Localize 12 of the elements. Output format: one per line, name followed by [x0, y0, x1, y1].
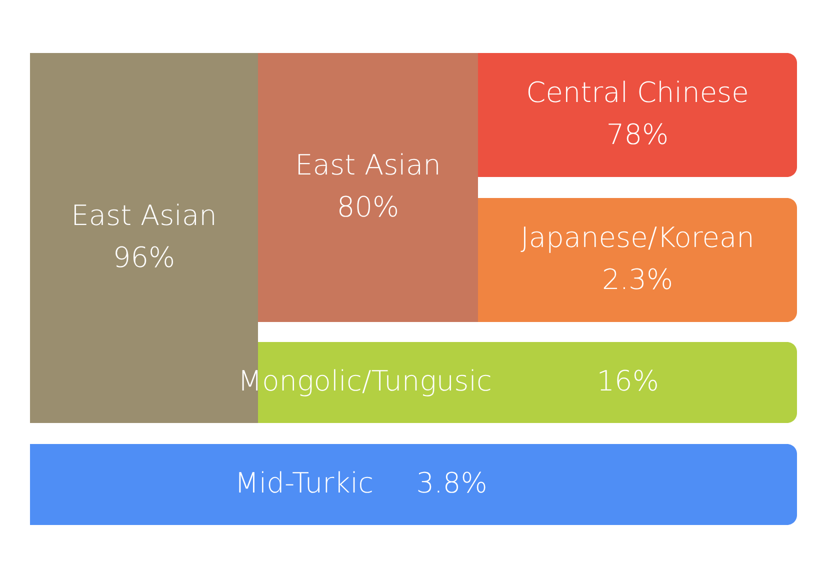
category-label: East Asian [295, 148, 441, 182]
data-label: 3.8% [416, 466, 488, 500]
category-label: Mid-Turkic [234, 466, 374, 500]
category-label: Mongolic/Tungusic [238, 364, 492, 398]
data-label: 2.3% [602, 263, 674, 296]
data-label: 16% [596, 364, 659, 398]
data-label: 96% [112, 241, 176, 274]
category-label: Central Chinese [526, 76, 749, 109]
category-label: East Asian [71, 199, 217, 232]
data-label: 78% [606, 118, 669, 151]
data-label: 80% [336, 190, 400, 224]
category-label: Japanese/Korean [520, 221, 754, 254]
